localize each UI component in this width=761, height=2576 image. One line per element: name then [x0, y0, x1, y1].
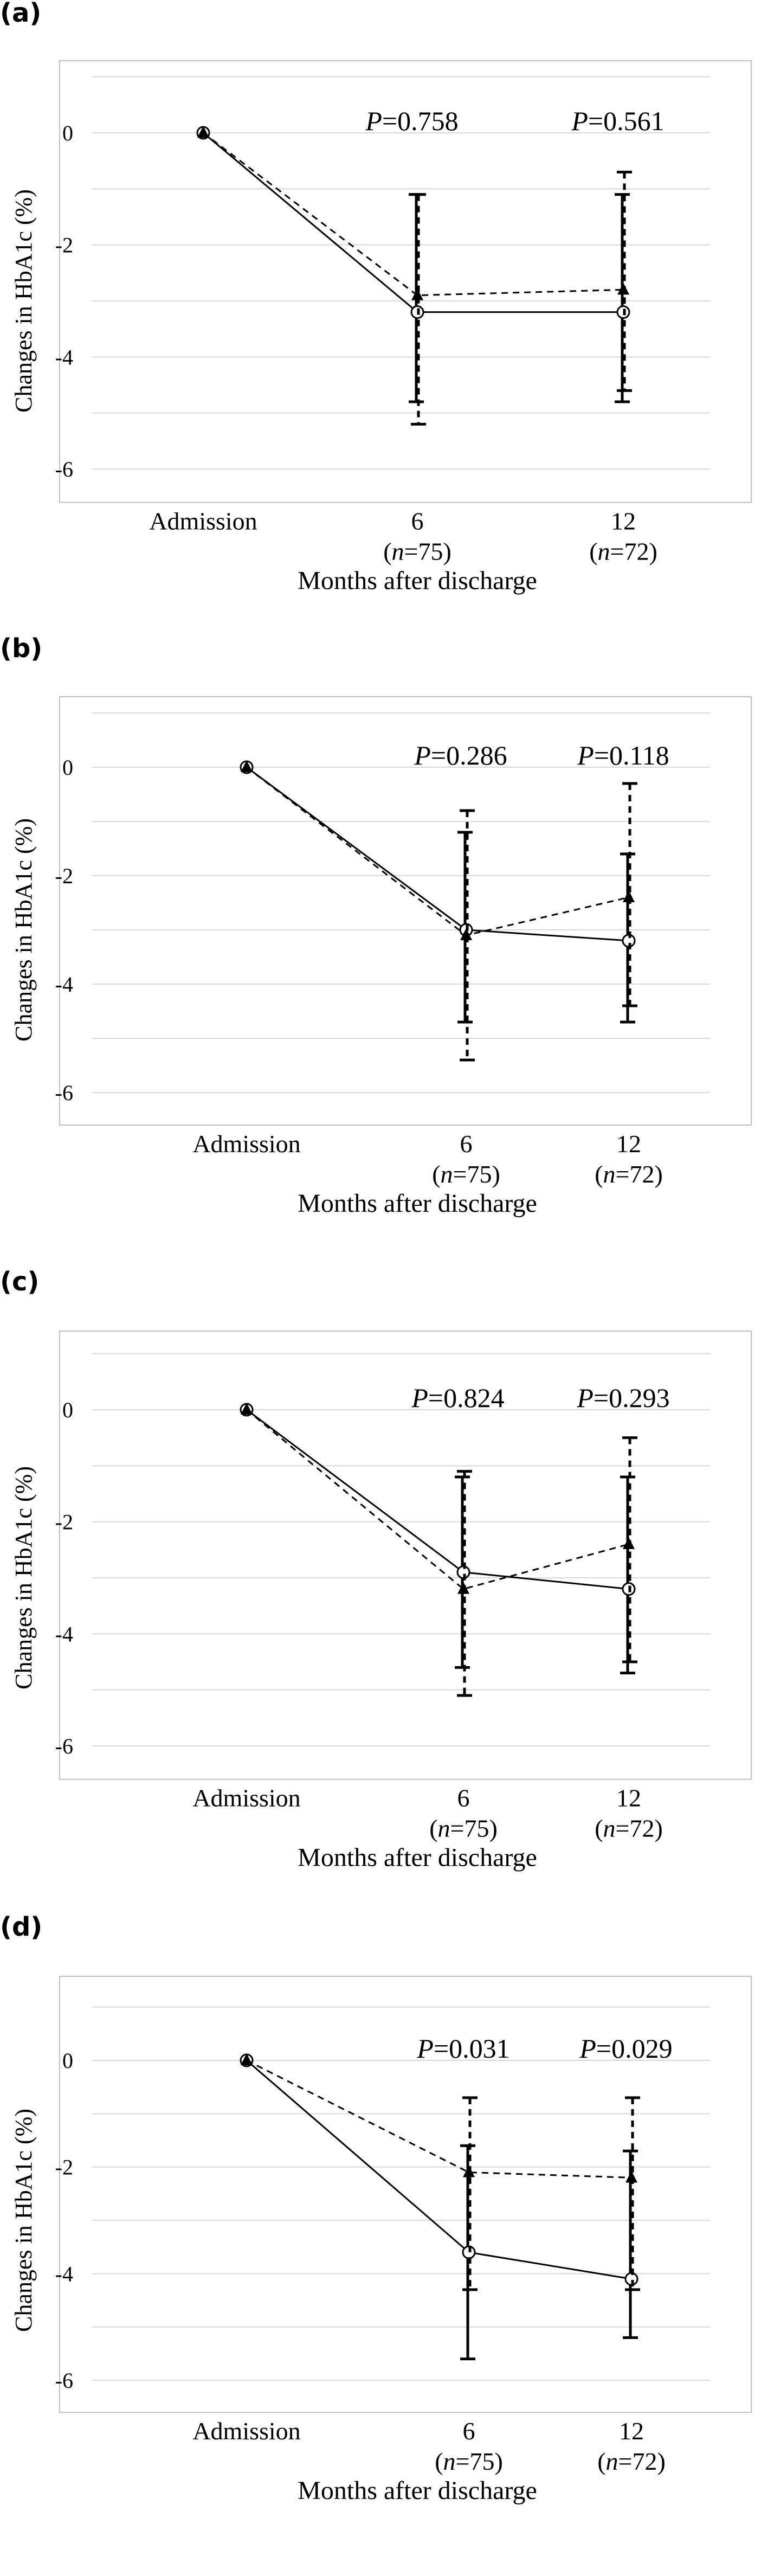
series-line	[203, 132, 624, 297]
x-axis-label: Months after discharge	[298, 1189, 537, 1218]
series-solid	[196, 126, 630, 403]
gridlines	[92, 2006, 710, 2381]
data-point	[411, 288, 423, 300]
y-tick-label: 0	[62, 2048, 73, 2073]
x-tick-sublabel: (n=72)	[595, 1815, 663, 1842]
x-tick-sublabel: (n=75)	[435, 2447, 503, 2475]
series-line	[246, 766, 629, 942]
data-point	[623, 890, 635, 902]
y-axis-label: Changes in HbA1c (%)	[10, 2109, 37, 2332]
series-line	[246, 2059, 632, 2280]
data-point	[623, 1537, 635, 1549]
gridlines	[92, 76, 710, 470]
series-solid	[240, 2053, 639, 2361]
y-tick-label: -4	[55, 345, 73, 369]
p-value-label: P=0.561	[571, 106, 664, 136]
x-tick-label: 12	[616, 1130, 641, 1158]
x-tick-label: Admission	[149, 508, 257, 535]
y-tick-label: -4	[55, 1622, 73, 1646]
panel-4: (d) 0 -2 -4 -6 Changes in HbA1c (%) Admission 6…	[0, 1912, 752, 2505]
series-dashed	[197, 126, 632, 426]
y-tick-label: -6	[55, 1081, 73, 1105]
p-value-label: P=0.824	[411, 1383, 504, 1413]
data-point	[460, 928, 472, 940]
x-tick-label: 6	[457, 1784, 470, 1812]
plot-frame	[59, 696, 752, 1126]
x-tick-label: Admission	[192, 1130, 300, 1158]
p-value-label: P=0.286	[414, 740, 507, 770]
x-tick-label: 6	[463, 2417, 475, 2445]
series-line	[246, 766, 629, 936]
plot-frame	[59, 60, 752, 503]
y-tick-label: -2	[55, 233, 73, 258]
series-line	[203, 132, 623, 313]
p-value-label: P=0.031	[416, 2033, 510, 2064]
y-tick-label: -2	[55, 2155, 73, 2180]
series-dashed	[241, 1403, 637, 1697]
x-tick-sublabel: (n=75)	[383, 538, 452, 566]
panel-label: (a)	[0, 0, 41, 28]
x-tick-label: 6	[460, 1130, 473, 1158]
p-value-label: P=0.293	[576, 1383, 669, 1413]
panel-label: (d)	[0, 1912, 42, 1942]
panel-label: (c)	[0, 1267, 39, 1297]
x-tick-sublabel: (n=72)	[595, 1160, 663, 1188]
y-tick-label: -2	[55, 864, 73, 888]
x-tick-sublabel: (n=72)	[589, 538, 657, 566]
x-tick-label: Admission	[192, 2417, 300, 2445]
y-tick-label: -2	[55, 1510, 73, 1534]
data-point	[241, 2053, 253, 2065]
data-point	[625, 2170, 637, 2183]
y-tick-label: -4	[55, 2262, 73, 2286]
y-tick-label: 0	[62, 1398, 73, 1422]
data-point	[241, 1403, 253, 1415]
series-line	[246, 1409, 629, 1590]
series-dashed	[241, 2053, 640, 2291]
data-point	[197, 126, 209, 138]
gridlines	[92, 1353, 710, 1746]
x-axis-label: Months after discharge	[298, 567, 537, 595]
data-point	[463, 2165, 475, 2177]
x-tick-sublabel: (n=75)	[432, 1160, 500, 1188]
series-solid	[240, 1403, 636, 1675]
series-solid	[240, 760, 636, 1024]
panel-label: (b)	[0, 633, 42, 664]
x-tick-sublabel: (n=72)	[597, 2447, 666, 2475]
x-tick-label: 12	[619, 2417, 644, 2445]
series-line	[246, 2059, 632, 2179]
x-tick-label: 12	[611, 508, 636, 535]
panel-3: (c) 0 -2 -4 -6 Changes in HbA1c (%) Admission 6…	[0, 1267, 752, 1872]
plot-frame	[59, 1331, 752, 1780]
x-axis-label: Months after discharge	[298, 2476, 537, 2505]
x-tick-label: Admission	[192, 1784, 300, 1812]
y-axis-label: Changes in HbA1c (%)	[10, 189, 37, 413]
p-value-label: P=0.029	[579, 2033, 672, 2064]
data-point	[241, 760, 253, 772]
p-value-label: P=0.118	[577, 740, 669, 770]
panel-2: (b) 0 -2 -4 -6 Changes in HbA1c (%) Admission 6…	[0, 633, 752, 1218]
plot-frame	[59, 1976, 752, 2413]
gridlines	[92, 712, 710, 1093]
data-point	[457, 1582, 469, 1594]
y-tick-label: -6	[55, 1734, 73, 1758]
y-tick-label: -6	[55, 2368, 73, 2393]
series-line	[246, 1409, 629, 1590]
y-axis-label: Changes in HbA1c (%)	[10, 1466, 37, 1690]
x-tick-sublabel: (n=75)	[429, 1815, 498, 1842]
data-point	[617, 282, 629, 295]
p-value-label: P=0.758	[365, 106, 458, 136]
x-tick-label: 6	[411, 508, 424, 535]
series-dashed	[241, 760, 637, 1062]
panel-1: (a) 0 -2 -4 -6 Changes in HbA1c (%) Admission 6…	[0, 0, 752, 595]
x-axis-label: Months after discharge	[298, 1843, 537, 1872]
y-tick-label: 0	[62, 755, 73, 780]
y-tick-label: -6	[55, 457, 73, 481]
y-axis-label: Changes in HbA1c (%)	[10, 818, 37, 1042]
y-tick-label: -4	[55, 972, 73, 997]
y-tick-label: 0	[62, 121, 73, 145]
x-tick-label: 12	[616, 1784, 641, 1812]
